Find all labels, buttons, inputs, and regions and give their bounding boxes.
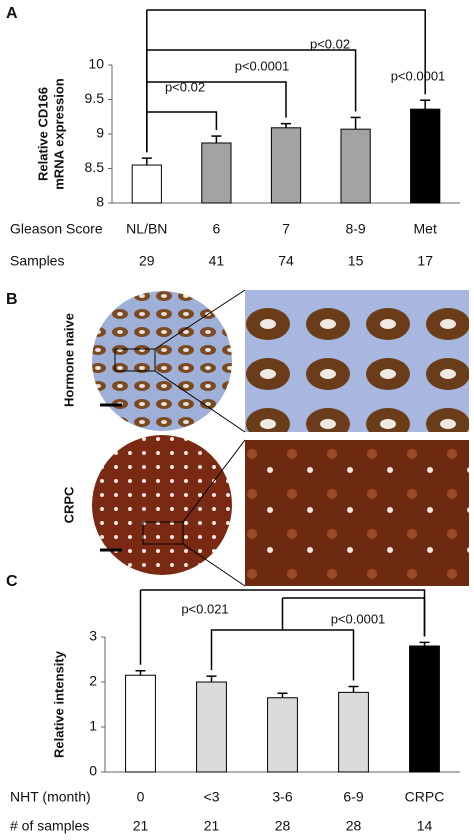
sample-count: 28 — [346, 818, 362, 834]
p-value: p<0.021 — [181, 601, 228, 616]
y-tick-label: 1 — [89, 718, 97, 734]
panel-label: C — [6, 573, 18, 590]
p-value: p<0.0001 — [391, 68, 446, 83]
bar — [267, 697, 298, 773]
category-label: CRPC — [405, 789, 445, 805]
row-label: Gleason Score — [10, 221, 103, 237]
panel-label: B — [6, 291, 18, 308]
category-label: 0 — [137, 789, 145, 805]
bracket — [146, 81, 287, 118]
sample-count: 17 — [417, 253, 433, 269]
category-label: 3-6 — [272, 789, 292, 805]
p-value: p<0.0001 — [331, 611, 386, 626]
bracket — [146, 9, 426, 95]
sample-count: 15 — [348, 253, 364, 269]
sample-count: 74 — [278, 253, 294, 269]
y-tick-label: 2 — [89, 673, 97, 689]
category-label: <3 — [204, 789, 220, 805]
bracket — [282, 597, 426, 637]
bar — [131, 164, 162, 204]
p-value: p<0.0001 — [235, 58, 290, 73]
bar — [196, 681, 227, 773]
bracket — [146, 111, 218, 131]
y-tick-label: 0 — [89, 763, 97, 779]
y-tick-label: 9 — [96, 125, 104, 141]
sample-count: 21 — [133, 818, 149, 834]
bracket — [210, 598, 355, 681]
p-value: p<0.02 — [310, 36, 350, 51]
zoom-box — [142, 521, 184, 545]
y-tick-label: 10 — [88, 56, 104, 72]
bar — [340, 128, 371, 204]
category-label: 7 — [282, 221, 290, 237]
bar — [409, 645, 440, 773]
y-axis-label: Relative CD166 — [35, 87, 50, 181]
sample-count: 28 — [275, 818, 291, 834]
bar — [270, 127, 302, 204]
sample-count: 29 — [139, 253, 155, 269]
panel-label: A — [6, 5, 18, 22]
zoom-box — [114, 348, 156, 372]
row-label: NHT (month) — [10, 789, 91, 805]
sample-count: 21 — [204, 818, 220, 834]
category-label: 6-9 — [343, 789, 363, 805]
p-value: p<0.02 — [165, 79, 205, 94]
category-label: 6 — [213, 221, 221, 237]
bar — [338, 691, 369, 773]
zoom-line — [154, 289, 246, 350]
tissue-zoom — [245, 290, 469, 432]
zoom-line — [154, 370, 246, 433]
sample-count: 14 — [417, 818, 433, 834]
row-label: # of samples — [10, 818, 89, 834]
category-label: NL/BN — [126, 221, 167, 237]
sample-count: 41 — [209, 253, 225, 269]
y-tick-label: 8 — [96, 194, 104, 210]
y-axis-label: Relative intensity — [51, 650, 66, 758]
row-label: Hormone naive — [61, 313, 76, 407]
y-axis-label: mRNA expression — [51, 78, 66, 190]
bracket — [146, 49, 357, 112]
y-tick-label: 3 — [89, 628, 97, 644]
zoom-line — [182, 439, 246, 523]
category-label: 8-9 — [345, 221, 365, 237]
y-tick-label: 8.5 — [85, 159, 105, 175]
row-label: CRPC — [61, 486, 76, 523]
bar — [410, 108, 441, 204]
y-tick-label: 9.5 — [85, 90, 105, 106]
tissue-zoom — [245, 440, 469, 586]
tissue-core — [92, 291, 232, 431]
tissue-core — [92, 435, 232, 575]
row-label: Samples — [10, 253, 64, 269]
category-label: Met — [414, 221, 437, 237]
bar — [201, 142, 232, 204]
zoom-line — [182, 543, 246, 587]
bar — [125, 674, 156, 773]
